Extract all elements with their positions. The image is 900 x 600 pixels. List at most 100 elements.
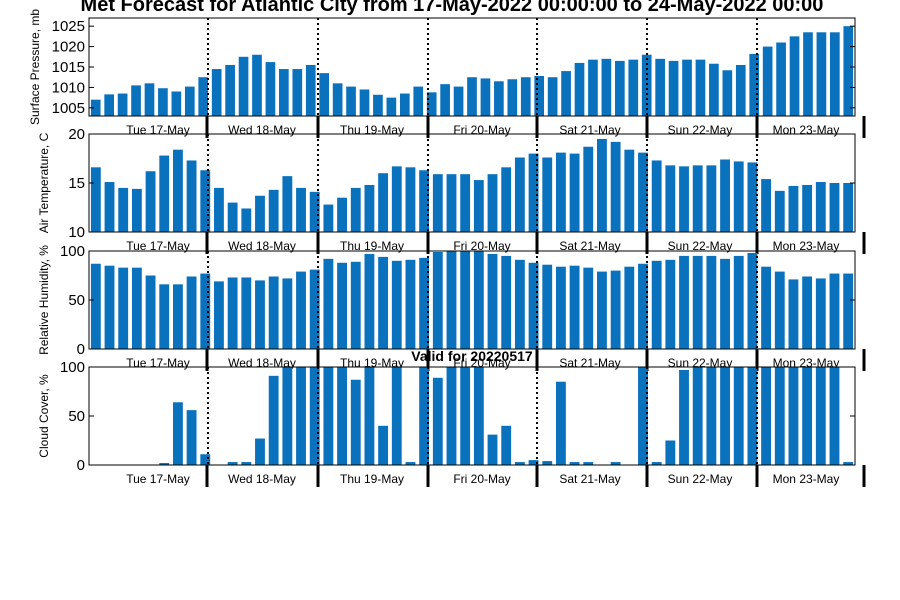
bar — [255, 280, 265, 349]
day-label: Tue 17-May — [126, 472, 190, 486]
bar — [186, 160, 197, 232]
bar — [802, 367, 813, 465]
bar — [131, 85, 141, 117]
bar — [735, 64, 746, 116]
bar — [323, 367, 334, 465]
bar — [323, 204, 334, 232]
y-axis-label: Surface Pressure, mb — [28, 9, 42, 125]
bar — [761, 179, 772, 232]
bar — [610, 270, 621, 349]
bar — [776, 42, 786, 116]
bar — [473, 367, 484, 465]
bar — [214, 281, 224, 349]
bar — [319, 73, 330, 117]
day-label: Wed 18-May — [228, 239, 296, 253]
bar — [747, 162, 758, 232]
bar — [789, 36, 800, 117]
day-label: Tue 17-May — [126, 239, 190, 253]
day-label: Thu 19-May — [340, 472, 404, 486]
bar — [405, 462, 416, 465]
bar — [692, 165, 703, 232]
bar — [446, 367, 457, 465]
day-label: Fri 20-May — [453, 123, 510, 137]
bar — [265, 62, 276, 116]
bar — [440, 84, 450, 116]
bar — [651, 260, 662, 349]
bar — [638, 152, 648, 232]
bar — [460, 367, 471, 465]
y-tick-label: 50 — [68, 292, 85, 309]
bar — [528, 262, 539, 349]
bar — [391, 367, 402, 465]
panel-4: 0 50 100 Tue 17-May Wed 18-May Thu 19-May Fri … — [37, 348, 866, 487]
bar — [829, 183, 840, 232]
bar — [309, 269, 320, 349]
bar — [227, 462, 238, 465]
day-label: Sat 21-May — [559, 123, 620, 137]
day-label: Sun 22-May — [668, 472, 733, 486]
bar — [569, 462, 580, 465]
bar — [788, 279, 799, 349]
bar — [268, 189, 279, 232]
bar — [528, 153, 539, 232]
bar — [829, 273, 840, 349]
bar — [279, 69, 289, 116]
day-label: Wed 18-May — [228, 123, 296, 137]
bar — [733, 255, 744, 349]
bar — [695, 59, 706, 116]
bar — [816, 32, 827, 116]
bar — [214, 187, 224, 232]
y-tick-label: 1020 — [52, 39, 85, 56]
bar — [843, 183, 854, 232]
day-label: Fri 20-May — [453, 239, 510, 253]
bar — [597, 138, 607, 232]
bar — [520, 77, 531, 116]
bar — [426, 92, 437, 116]
y-tick-label: 100 — [60, 243, 85, 260]
bar — [480, 78, 491, 116]
bar — [679, 166, 689, 232]
bar — [296, 271, 306, 349]
bar — [309, 367, 320, 465]
bar — [542, 264, 553, 349]
bar — [802, 276, 813, 349]
bar — [337, 197, 347, 232]
bar — [337, 367, 347, 465]
bar — [200, 273, 211, 349]
bar — [171, 91, 182, 116]
bar — [200, 170, 211, 232]
bar — [432, 251, 443, 349]
bar — [238, 56, 249, 116]
bar — [186, 276, 197, 349]
bar — [555, 381, 566, 465]
bar — [211, 69, 222, 116]
bar — [305, 64, 316, 116]
bar — [747, 252, 758, 349]
bar — [172, 284, 183, 349]
bar — [528, 460, 539, 465]
day-label: Mon 23-May — [773, 123, 840, 137]
bar — [184, 86, 195, 116]
bar — [788, 185, 799, 232]
bar — [419, 367, 430, 465]
bar — [706, 165, 717, 232]
bar — [104, 182, 115, 232]
bar — [159, 284, 170, 349]
day-label: Tue 17-May — [126, 123, 190, 137]
bar — [373, 94, 383, 116]
bar — [555, 266, 566, 349]
bar — [569, 153, 580, 232]
bar — [131, 267, 142, 349]
bar — [350, 379, 361, 465]
bar — [255, 438, 265, 465]
bar — [467, 77, 477, 116]
bar — [144, 83, 155, 116]
panel-2: 10 15 20 Tue 17-May Wed 18-May Thu 19-May Fri … — [37, 126, 866, 254]
bar — [337, 262, 347, 349]
y-tick-label: 10 — [68, 224, 85, 241]
bar — [460, 251, 471, 349]
y-axis-label: Cloud Cover, % — [37, 374, 51, 458]
bar — [638, 367, 648, 465]
day-label: Sun 22-May — [668, 123, 733, 137]
figure-title: Met Forecast for Atlantic City from 17-M… — [81, 0, 824, 16]
